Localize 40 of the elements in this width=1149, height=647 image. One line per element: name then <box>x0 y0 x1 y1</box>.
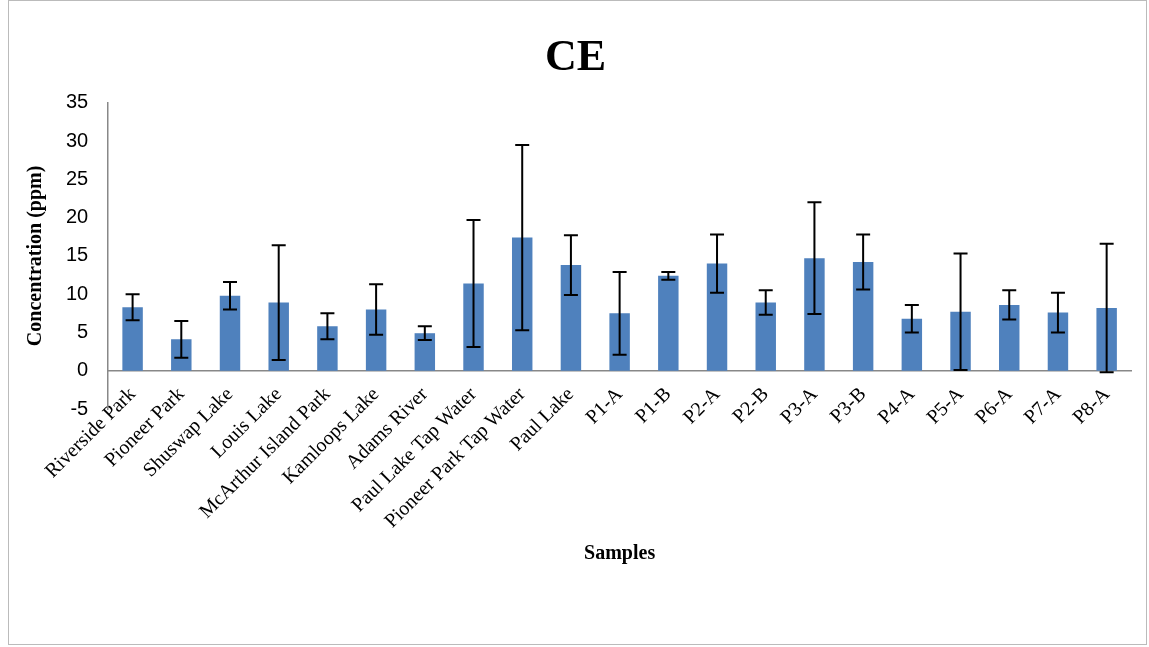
bar <box>414 333 436 371</box>
bar <box>999 304 1020 371</box>
y-tick-label: 10 <box>66 281 89 304</box>
chart-title: CE <box>544 30 607 80</box>
bar <box>171 339 192 371</box>
bar <box>706 263 728 371</box>
x-tick-label: P6-A <box>970 381 1017 428</box>
bar <box>463 283 484 371</box>
x-tick-label: P5-A <box>921 381 968 428</box>
y-tick-label: 25 <box>66 166 89 189</box>
x-tick-label: P8-A <box>1067 381 1114 428</box>
x-axis-title: Samples <box>584 541 656 565</box>
y-tick-label: 20 <box>66 205 89 228</box>
bar <box>658 275 679 371</box>
bar <box>852 262 874 371</box>
bar <box>1096 307 1117 371</box>
bar <box>755 302 776 371</box>
y-tick-label: 35 <box>66 90 89 113</box>
y-tick-label: 30 <box>66 128 89 151</box>
bar <box>122 307 143 371</box>
y-tick-label: -5 <box>70 396 89 419</box>
bar <box>609 313 630 371</box>
y-tick-label: 15 <box>66 243 89 266</box>
bar <box>901 318 923 371</box>
y-tick-label: 5 <box>77 319 89 342</box>
x-tick-label: P4-A <box>872 381 919 428</box>
x-tick-label: P3-A <box>775 381 822 428</box>
bar <box>219 295 241 371</box>
y-tick-label: 0 <box>77 358 89 381</box>
bar <box>804 258 825 371</box>
bar <box>268 302 289 371</box>
x-tick-label: P1-A <box>580 381 627 428</box>
bar <box>511 237 533 371</box>
bar <box>1047 312 1069 371</box>
y-axis-title: Concentration (ppm) <box>23 165 47 347</box>
x-tick-label: P7-A <box>1019 381 1065 428</box>
bar <box>317 326 338 371</box>
bar <box>365 309 387 371</box>
x-tick-label: P2-A <box>678 381 724 428</box>
bar <box>560 265 582 371</box>
